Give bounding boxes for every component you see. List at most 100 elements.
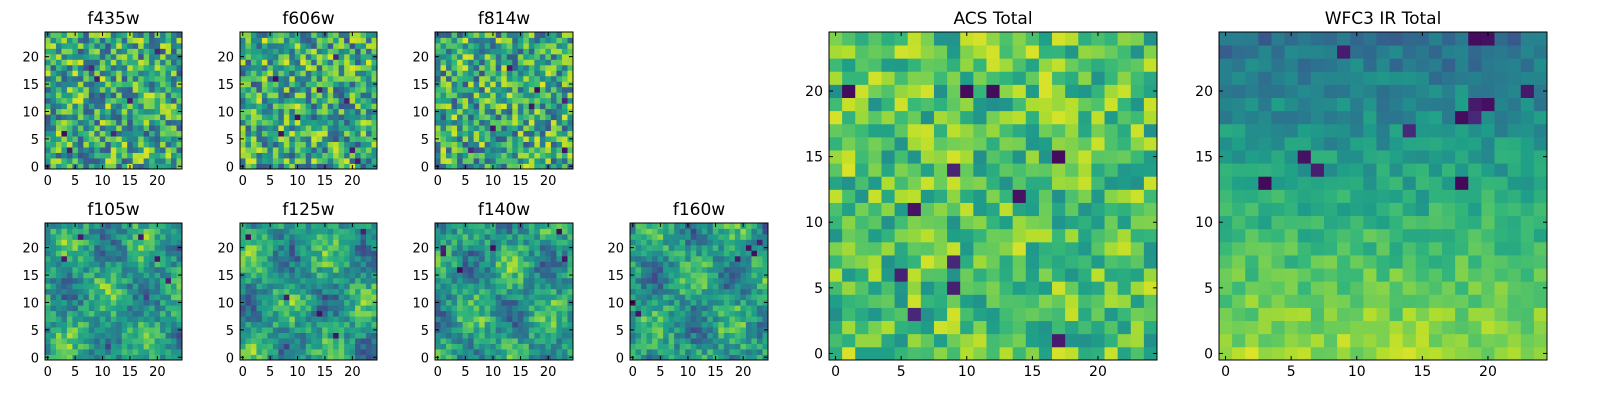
heatmap-cell <box>355 223 361 229</box>
heatmap-cell <box>94 108 101 115</box>
heatmap-cell <box>881 228 895 243</box>
heatmap-cell <box>668 250 675 257</box>
heatmap-cell <box>294 141 301 148</box>
heatmap-cell <box>462 152 469 159</box>
heatmap-cell <box>143 266 150 273</box>
heatmap-cell <box>729 277 736 284</box>
heatmap-cell <box>371 338 378 344</box>
heatmap-cell <box>745 261 752 268</box>
heatmap-cell <box>855 294 869 308</box>
heatmap-cell <box>451 354 458 361</box>
heatmap-cell <box>171 288 177 295</box>
heatmap-cell <box>240 338 246 344</box>
heatmap-cell <box>512 152 519 159</box>
heatmap-cell <box>322 147 329 153</box>
heatmap-cell <box>94 119 101 126</box>
heatmap-cell <box>132 332 139 339</box>
heatmap-cell <box>473 277 480 284</box>
heatmap-cell <box>55 75 62 82</box>
heatmap-cell <box>165 114 172 121</box>
heatmap-cell <box>534 130 541 137</box>
heatmap-cell <box>105 141 112 148</box>
heatmap-cell <box>523 92 530 99</box>
heatmap-cell <box>440 59 447 66</box>
heatmap-cell <box>300 125 307 132</box>
heatmap-cell <box>165 119 172 126</box>
heatmap-cell <box>132 152 139 159</box>
heatmap-cell <box>829 281 843 295</box>
heatmap-cell <box>105 136 112 142</box>
heatmap-cell <box>894 320 909 335</box>
heatmap-cell <box>641 349 647 355</box>
heatmap-cell <box>1052 281 1066 295</box>
heatmap-cell <box>545 114 552 121</box>
heatmap-cell <box>479 37 486 44</box>
heatmap-cell <box>289 32 296 38</box>
heatmap-cell <box>523 136 530 142</box>
x-tick-label: 20 <box>149 365 166 380</box>
heatmap-cell <box>344 277 350 284</box>
heatmap-cell <box>512 288 519 295</box>
heatmap-cell <box>283 305 290 312</box>
heatmap-cell <box>550 299 557 306</box>
heatmap-cell <box>545 310 552 317</box>
heatmap-cell <box>360 114 367 121</box>
heatmap-cell <box>366 42 372 49</box>
heatmap-cell <box>371 92 378 99</box>
heatmap-cell <box>83 125 90 132</box>
heatmap-cell <box>99 42 106 49</box>
heatmap-cell <box>121 338 128 344</box>
heatmap-cell <box>72 59 79 66</box>
heatmap-cell <box>506 332 513 339</box>
heatmap-cell <box>322 228 329 235</box>
heatmap-cell <box>83 255 90 262</box>
heatmap-cell <box>556 294 563 301</box>
heatmap-cell <box>72 141 79 148</box>
heatmap-cell <box>712 327 719 333</box>
heatmap-cell <box>999 241 1014 256</box>
heatmap-cell <box>550 316 557 323</box>
heatmap-cell <box>842 307 856 322</box>
heatmap-cell <box>272 321 279 328</box>
heatmap-cell <box>61 81 68 88</box>
heatmap-cell <box>630 338 636 344</box>
heatmap-cell <box>1104 294 1119 308</box>
heatmap-cell <box>745 343 752 350</box>
heatmap-cell <box>1025 202 1040 217</box>
heatmap-cell <box>349 327 356 333</box>
heatmap-cell <box>1091 241 1105 256</box>
heatmap-cell <box>646 233 653 240</box>
heatmap-cell <box>294 310 301 317</box>
heatmap-cell <box>366 141 372 148</box>
heatmap-cell <box>256 48 263 55</box>
heatmap-cell <box>127 266 134 273</box>
heatmap-cell <box>501 75 508 82</box>
heatmap-cell <box>349 332 356 339</box>
heatmap-cell <box>506 294 513 301</box>
heatmap-cell <box>289 163 296 170</box>
heatmap-cell <box>512 299 519 306</box>
panel-title: f105w <box>87 200 139 220</box>
heatmap-cell <box>512 261 519 268</box>
heatmap-cell <box>668 239 675 246</box>
heatmap-cell <box>322 327 329 333</box>
heatmap-cell <box>256 283 263 290</box>
heatmap-cell <box>561 147 568 153</box>
heatmap-cell <box>349 277 356 284</box>
heatmap-cell <box>261 354 268 361</box>
heatmap-cell <box>110 119 117 126</box>
heatmap-cell <box>528 316 535 323</box>
heatmap-cell <box>267 327 274 333</box>
heatmap-cell <box>701 223 708 229</box>
x-tick-label: 5 <box>266 365 274 380</box>
heatmap-cell <box>745 239 752 246</box>
heatmap-cell <box>696 283 703 290</box>
heatmap-cell <box>679 233 686 240</box>
heatmap-cell <box>154 130 161 137</box>
heatmap-cell <box>745 332 752 339</box>
heatmap-cell <box>545 327 552 333</box>
heatmap-cell <box>333 103 340 110</box>
heatmap-cell <box>366 152 372 159</box>
heatmap-cell <box>707 288 714 295</box>
